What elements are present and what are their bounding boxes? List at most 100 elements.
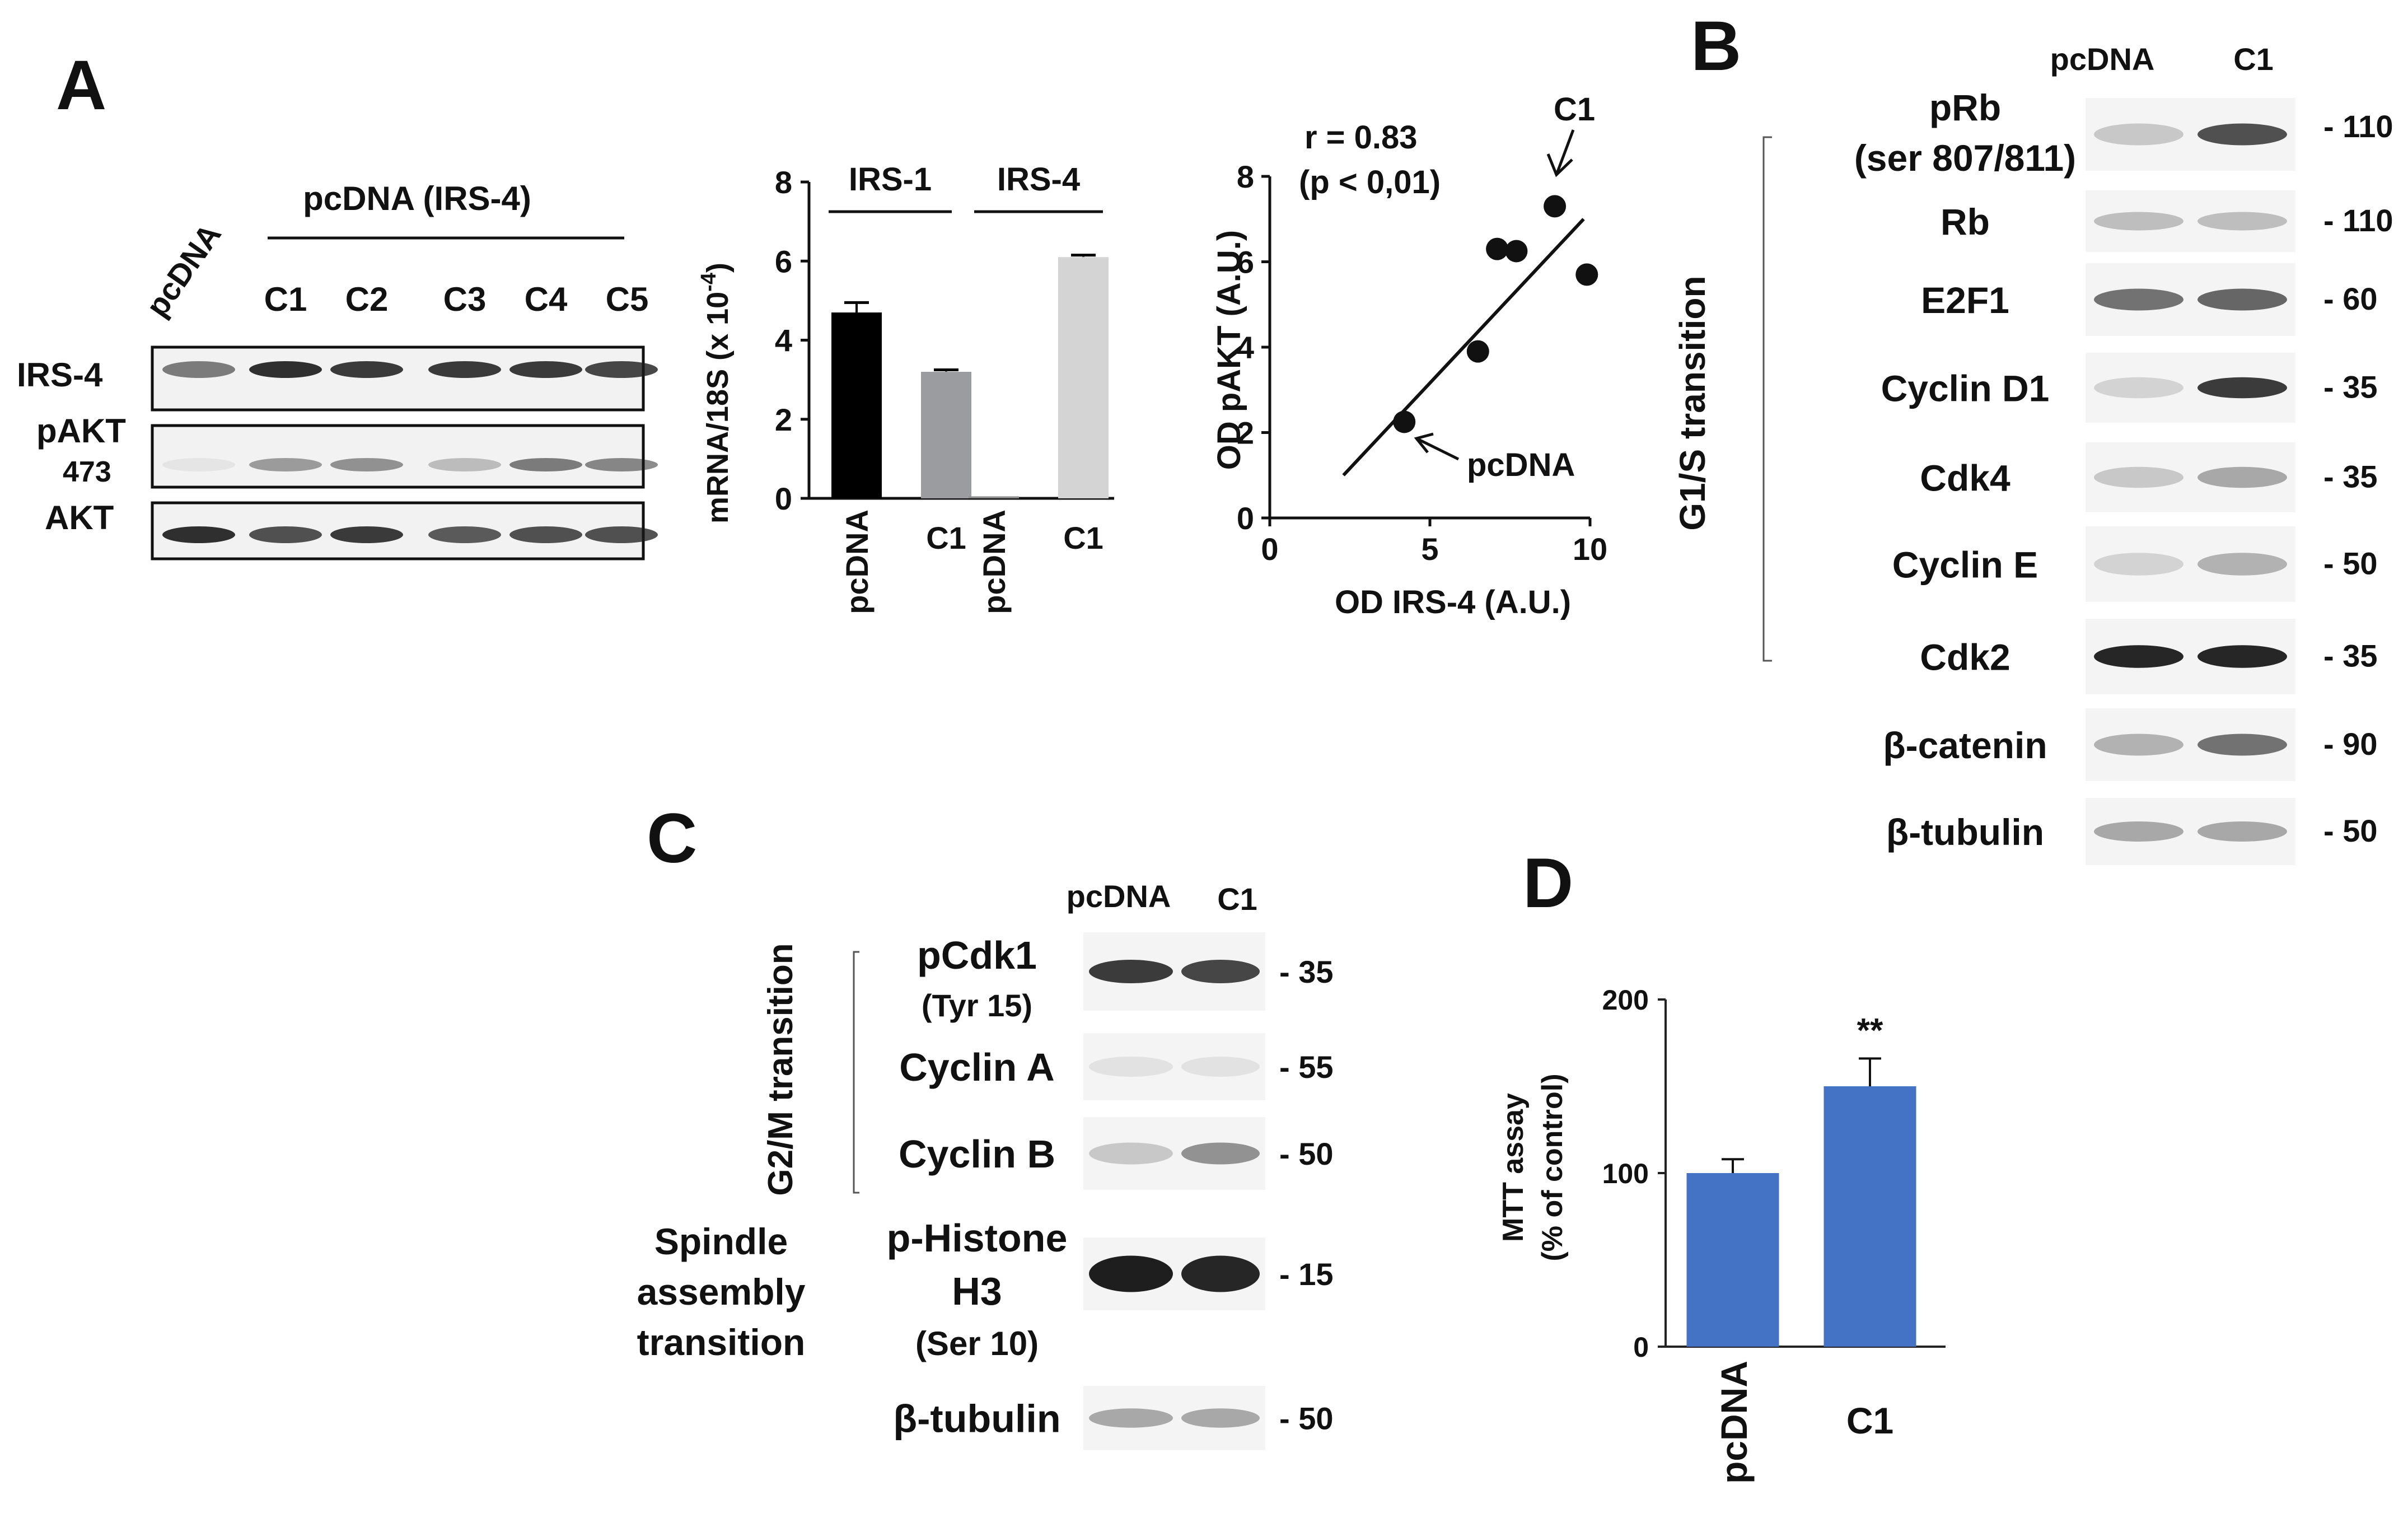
panel-c-row-label3-3: (Ser 10) xyxy=(915,1325,1039,1362)
panel-letter-b: B xyxy=(1691,7,1741,85)
panel-b-mw-2: - 60 xyxy=(2323,281,2378,316)
scatter-xtick-label: 5 xyxy=(1421,531,1438,567)
scatter-c1-arrow xyxy=(1555,129,1575,175)
scatter-xlabel: OD IRS-4 (A.U.) xyxy=(1335,584,1571,620)
panel-c-row-label-0: pCdk1 xyxy=(917,933,1037,977)
panel-b-row-label-4: Cdk4 xyxy=(1920,457,2010,499)
panel-b-blot-4 xyxy=(2086,442,2295,512)
blot-a-band-pakt-0 xyxy=(162,458,235,471)
mrna-xtick-label: pcDNA xyxy=(839,510,875,614)
panel-b-mw-1: - 110 xyxy=(2323,203,2393,238)
blot-a-band-akt-2 xyxy=(330,526,403,543)
blot-a-band-irs4-3 xyxy=(428,361,501,378)
panel-b-band-pcdna-6 xyxy=(2094,645,2183,668)
panel-b-band-c1-3 xyxy=(2197,377,2287,399)
panel-b-col-c1: C1 xyxy=(2233,41,2274,77)
panel-c-mw-0: - 35 xyxy=(1279,954,1334,989)
mrna-ytick-label: 6 xyxy=(775,244,792,279)
panel-b-band-pcdna-0 xyxy=(2094,123,2183,146)
mrna-group-irs1: IRS-1 xyxy=(849,161,932,198)
panel-b-blot-5 xyxy=(2086,526,2295,602)
blot-a-band-akt-4 xyxy=(509,526,582,543)
mrna-bar xyxy=(921,372,971,498)
blot-a-clone-C4: C4 xyxy=(525,281,568,318)
blot-a-band-akt-5 xyxy=(585,526,658,543)
blot-a-clone-labels: C1 C2 C3 C4 C5 xyxy=(264,281,649,318)
mrna-xtick-label: C1 xyxy=(1063,520,1104,555)
blot-a-band-pakt-1 xyxy=(249,458,322,471)
panel-b-mw-8: - 50 xyxy=(2323,813,2378,848)
mrna-xtick-label: C1 xyxy=(926,520,966,555)
panel-c-band-pcdna-1 xyxy=(1089,1057,1173,1077)
panel-b-mw-0: - 110 xyxy=(2323,109,2393,144)
scatter-ylabel: OD pAKT (A.U.) xyxy=(1211,230,1247,470)
panel-b-row-label-2: E2F1 xyxy=(1921,279,2009,321)
panel-c-spindle-3: transition xyxy=(637,1321,806,1363)
blot-a-band-irs4-4 xyxy=(509,361,582,378)
mtt-bar xyxy=(1823,1086,1916,1347)
blot-a-band-akt-3 xyxy=(428,526,501,543)
blot-a-band-pakt-2 xyxy=(330,458,403,471)
scatter-pcdna-annotation: pcDNA xyxy=(1467,447,1575,483)
panel-b-band-c1-1 xyxy=(2197,212,2287,231)
panel-b-mw-7: - 90 xyxy=(2323,726,2378,762)
scatter-ytick-label: 2 xyxy=(1237,415,1254,451)
scatter-point xyxy=(1466,340,1489,363)
scatter-c1-arrowhead xyxy=(1546,153,1573,178)
panel-b-band-pcdna-4 xyxy=(2094,466,2183,488)
panel-c-band-c1-0 xyxy=(1181,960,1260,983)
panel-b-band-c1-2 xyxy=(2197,288,2287,311)
mtt-xtick-label: C1 xyxy=(1846,1400,1893,1441)
panel-c-mw-4: - 50 xyxy=(1279,1401,1334,1436)
panel-c-row-label-1: Cyclin A xyxy=(899,1045,1054,1089)
panel-c-mw-1: - 55 xyxy=(1279,1049,1334,1085)
scatter-c1-annotation: C1 xyxy=(1554,91,1595,128)
panel-b-band-c1-8 xyxy=(2197,821,2287,842)
mrna-ytick-label: 8 xyxy=(775,165,792,200)
blot-a-band-pakt-3 xyxy=(428,458,501,471)
panel-c-row-label-2: Cyclin B xyxy=(899,1132,1055,1176)
blot-a-clone-C3: C3 xyxy=(443,281,487,318)
panel-b-band-c1-0 xyxy=(2197,123,2287,146)
scatter-ytick-label: 6 xyxy=(1237,245,1254,280)
scatter-xtick-label: 10 xyxy=(1573,531,1607,567)
blot-a-band-irs4-1 xyxy=(249,361,322,378)
blot-a-band-akt-0 xyxy=(162,526,235,543)
scatter-axes: 0 2 4 6 8 0 5 10 xyxy=(1237,159,1607,567)
mrna-bars: pcDNA C1 pcDNA C1 xyxy=(831,254,1109,614)
scatter-point xyxy=(1575,263,1598,286)
mtt-ylabel: MTT assay xyxy=(1497,1093,1530,1242)
panel-c-col-c1: C1 xyxy=(1217,881,1257,917)
panel-c-band-pcdna-0 xyxy=(1089,960,1173,983)
mrna-xtick-label: pcDNA xyxy=(976,510,1012,614)
panel-c-band-pcdna-2 xyxy=(1089,1142,1173,1165)
panel-c-band-c1-2 xyxy=(1181,1142,1260,1165)
scatter-pcdna-arrowhead xyxy=(1414,432,1434,454)
panel-b-rows: pRb (ser 807/811) - 110 Rb - 110 E2F1 - 60 Cycl… xyxy=(1854,87,2393,865)
blot-a-pcdna-label: pcDNA xyxy=(139,217,228,323)
chart-scatter: 0 2 4 6 8 0 5 10 OD IRS-4 (A.U.) OD pAKT (A.U.)… xyxy=(1211,91,1607,620)
blot-a-row-pakt: pAKT xyxy=(36,412,126,450)
panel-c-band-c1-1 xyxy=(1181,1057,1260,1077)
panel-b: pcDNA C1 G1/S transition pRb (ser 807/811… xyxy=(1672,41,2393,865)
mtt-ytick-label: 100 xyxy=(1602,1158,1649,1189)
panel-b-band-c1-6 xyxy=(2197,645,2287,668)
panel-a-blot: pcDNA pcDNA (IRS-4) C1 C2 C3 C4 C5 IRS-4 pAK… xyxy=(17,180,658,561)
panel-c-blot-4 xyxy=(1083,1386,1265,1450)
mrna-group-irs4: IRS-4 xyxy=(997,161,1080,198)
scatter-ytick-label: 8 xyxy=(1237,159,1254,194)
scatter-point xyxy=(1486,237,1509,260)
blot-a-band-akt-1 xyxy=(249,526,322,543)
panel-b-band-c1-7 xyxy=(2197,734,2287,756)
panel-b-row-label-6: Cdk2 xyxy=(1920,637,2010,678)
panel-b-band-pcdna-3 xyxy=(2094,377,2183,399)
blot-a-clone-C5: C5 xyxy=(606,281,649,318)
panel-c-mw-3: - 15 xyxy=(1279,1257,1334,1292)
panel-c-spindle-2: assembly xyxy=(637,1271,806,1313)
panel-b-side-label: G1/S transition xyxy=(1672,275,1713,530)
panel-b-col-pcdna: pcDNA xyxy=(2050,41,2155,77)
panel-c-row-label2-3: H3 xyxy=(952,1269,1002,1313)
scatter-fit-line xyxy=(1342,218,1585,477)
panel-c-spindle-1: Spindle xyxy=(654,1221,788,1262)
panel-b-row-label-1: Rb xyxy=(1941,201,1990,242)
